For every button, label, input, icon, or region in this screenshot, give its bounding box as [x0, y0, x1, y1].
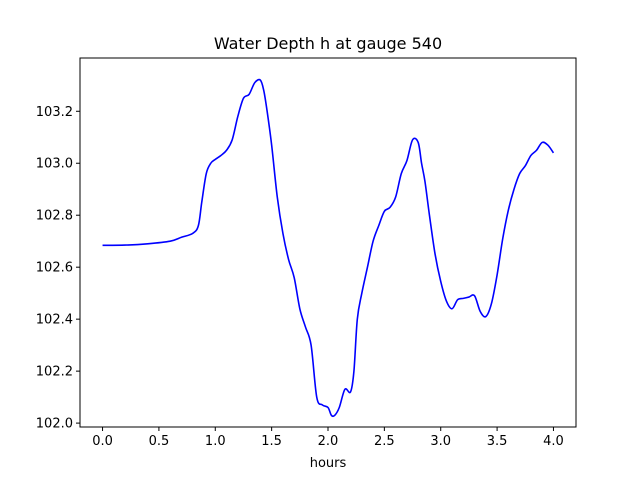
plot-area: [102, 78, 555, 418]
x-axis: 0.0 0.5 1.0 1.5 2.0 2.5 3.0 3.5 4.0: [92, 427, 564, 449]
x-tick-label: 3.0: [430, 434, 451, 449]
x-tick-label: 4.0: [543, 434, 564, 449]
y-tick-label: 102.6: [36, 261, 73, 276]
y-tick-label: 102.2: [36, 365, 73, 380]
x-axis-label: hours: [310, 456, 347, 471]
x-tick-label: 0.5: [149, 434, 170, 449]
chart-title: Water Depth h at gauge 540: [214, 34, 442, 53]
y-tick-label: 102.0: [36, 417, 73, 432]
x-tick-label: 2.0: [318, 434, 339, 449]
x-tick-label: 2.5: [374, 434, 395, 449]
x-tick-label: 1.5: [261, 434, 282, 449]
y-tick-label: 103.0: [36, 157, 73, 172]
y-tick-label: 103.2: [36, 105, 73, 120]
x-tick-label: 0.0: [92, 434, 113, 449]
y-tick-label: 102.8: [36, 209, 73, 224]
y-tick-label: 102.4: [36, 313, 73, 328]
y-axis: 102.0 102.2 102.4 102.6 102.8 103.0 103.2: [36, 105, 80, 432]
x-tick-label: 1.0: [205, 434, 226, 449]
x-tick-label: 3.5: [487, 434, 508, 449]
series-line-0: [102, 78, 555, 418]
